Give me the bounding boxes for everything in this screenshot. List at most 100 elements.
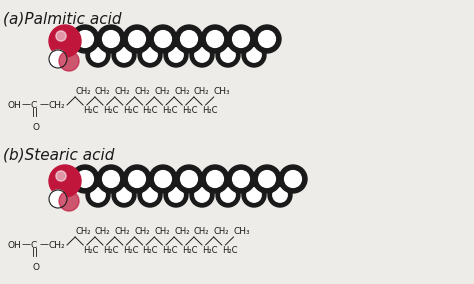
Text: CH₂: CH₂ — [75, 87, 91, 96]
Circle shape — [117, 188, 131, 202]
Circle shape — [259, 31, 275, 47]
Circle shape — [247, 48, 261, 62]
Circle shape — [221, 188, 235, 202]
Text: CH₂: CH₂ — [95, 87, 110, 96]
Text: H₂C: H₂C — [143, 106, 158, 115]
Circle shape — [181, 171, 197, 187]
Circle shape — [77, 31, 93, 47]
Circle shape — [169, 188, 183, 202]
Text: H₂C: H₂C — [123, 106, 138, 115]
Circle shape — [233, 31, 249, 47]
Circle shape — [56, 171, 66, 181]
Text: CH₂: CH₂ — [95, 227, 110, 236]
Circle shape — [259, 171, 275, 187]
Circle shape — [49, 190, 67, 208]
Circle shape — [71, 25, 99, 53]
Circle shape — [49, 25, 81, 57]
Circle shape — [247, 188, 261, 202]
Circle shape — [112, 183, 136, 207]
Text: CH₃: CH₃ — [234, 227, 250, 236]
Text: —: — — [40, 241, 49, 250]
Circle shape — [149, 25, 177, 53]
Text: CH₂: CH₂ — [155, 87, 170, 96]
Text: CH₂: CH₂ — [135, 227, 150, 236]
Circle shape — [138, 43, 162, 67]
Circle shape — [59, 51, 79, 71]
Circle shape — [91, 48, 105, 62]
Text: CH₃: CH₃ — [214, 87, 230, 96]
Circle shape — [242, 43, 266, 67]
Text: —: — — [22, 101, 31, 110]
Text: H₂C: H₂C — [83, 246, 99, 255]
Text: O: O — [33, 123, 40, 132]
Circle shape — [253, 25, 281, 53]
Circle shape — [77, 171, 93, 187]
Circle shape — [49, 165, 81, 197]
Circle shape — [149, 165, 177, 193]
Circle shape — [227, 165, 255, 193]
Circle shape — [227, 25, 255, 53]
Circle shape — [97, 165, 125, 193]
Circle shape — [195, 48, 209, 62]
Circle shape — [190, 43, 214, 67]
Circle shape — [221, 48, 235, 62]
Text: H₂C: H₂C — [163, 246, 178, 255]
Circle shape — [123, 165, 151, 193]
Circle shape — [190, 183, 214, 207]
Circle shape — [91, 188, 105, 202]
Text: CH₂: CH₂ — [155, 227, 170, 236]
Text: CH₂: CH₂ — [214, 227, 229, 236]
Circle shape — [97, 25, 125, 53]
Text: CH₂: CH₂ — [115, 227, 130, 236]
Text: (a)Palmitic acid: (a)Palmitic acid — [3, 11, 121, 26]
Circle shape — [273, 188, 287, 202]
Text: H₂C: H₂C — [103, 246, 118, 255]
Circle shape — [169, 48, 183, 62]
Circle shape — [279, 165, 307, 193]
Circle shape — [216, 43, 240, 67]
Text: CH₂: CH₂ — [174, 87, 190, 96]
Circle shape — [155, 31, 172, 47]
Circle shape — [175, 165, 203, 193]
Circle shape — [207, 171, 223, 187]
Text: H₂C: H₂C — [202, 246, 218, 255]
Circle shape — [102, 171, 119, 187]
Circle shape — [207, 31, 223, 47]
Circle shape — [181, 31, 197, 47]
Circle shape — [128, 31, 146, 47]
Text: CH₂: CH₂ — [49, 101, 65, 110]
Circle shape — [128, 171, 146, 187]
Text: H₂C: H₂C — [202, 106, 218, 115]
Text: CH₂: CH₂ — [194, 87, 210, 96]
Circle shape — [59, 191, 79, 211]
Text: —: — — [40, 101, 49, 110]
Circle shape — [117, 48, 131, 62]
Circle shape — [164, 183, 188, 207]
Circle shape — [143, 48, 157, 62]
Circle shape — [49, 50, 67, 68]
Text: CH₂: CH₂ — [115, 87, 130, 96]
Text: CH₂: CH₂ — [135, 87, 150, 96]
Text: CH₂: CH₂ — [75, 227, 91, 236]
Text: H₂C: H₂C — [103, 106, 118, 115]
Text: C: C — [31, 241, 37, 250]
Text: H₂C: H₂C — [83, 106, 99, 115]
Circle shape — [86, 183, 110, 207]
Text: CH₂: CH₂ — [174, 227, 190, 236]
Circle shape — [164, 43, 188, 67]
Text: —: — — [22, 241, 31, 250]
Text: CH₂: CH₂ — [194, 227, 210, 236]
Circle shape — [216, 183, 240, 207]
Circle shape — [284, 171, 301, 187]
Circle shape — [233, 171, 249, 187]
Circle shape — [123, 25, 151, 53]
Circle shape — [86, 43, 110, 67]
Text: C: C — [31, 101, 37, 110]
Text: H₂C: H₂C — [182, 246, 198, 255]
Text: H₂C: H₂C — [222, 246, 237, 255]
Circle shape — [138, 183, 162, 207]
Text: (b)Stearic acid: (b)Stearic acid — [3, 148, 114, 163]
Circle shape — [143, 188, 157, 202]
Text: O: O — [33, 263, 40, 272]
Text: CH₂: CH₂ — [49, 241, 65, 250]
